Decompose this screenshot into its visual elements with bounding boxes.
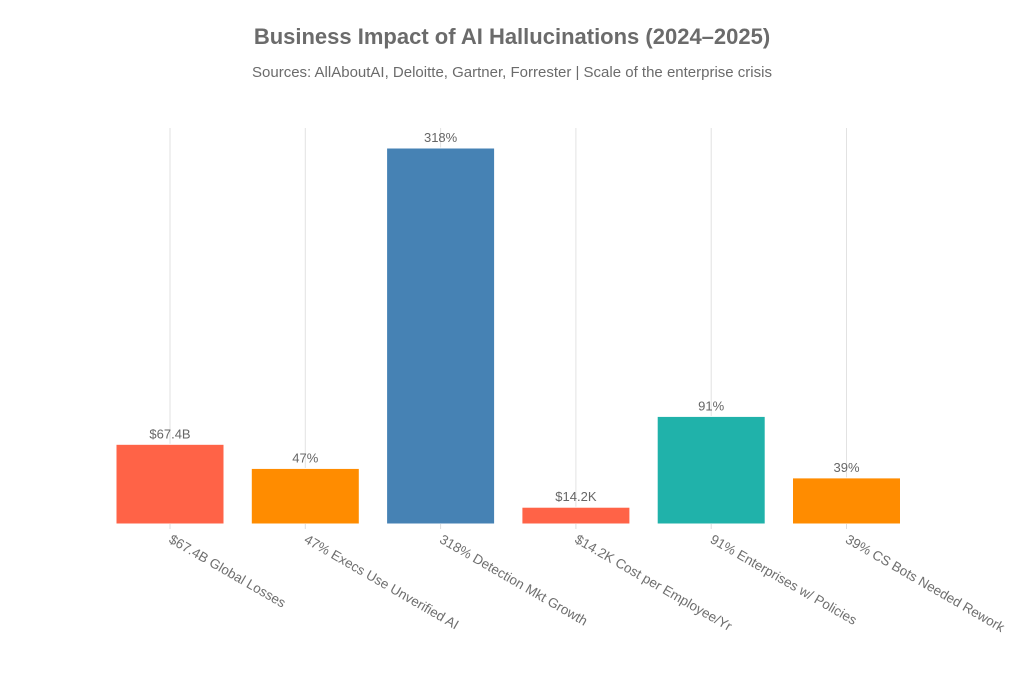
bar bbox=[386, 147, 496, 525]
data-label: 318% bbox=[424, 130, 458, 145]
data-label: 39% bbox=[833, 460, 859, 475]
data-label: $67.4B bbox=[149, 426, 190, 441]
x-tick-label: $67.4B Global Losses bbox=[167, 532, 289, 611]
bar bbox=[792, 477, 901, 525]
bar bbox=[115, 443, 225, 525]
data-label: 91% bbox=[698, 398, 724, 413]
chart-title: Business Impact of AI Hallucinations (20… bbox=[253, 24, 771, 49]
data-label: 47% bbox=[292, 450, 318, 465]
x-tick-label: 39% CS Bots Needed Rework bbox=[843, 532, 1007, 636]
x-tick-label: 91% Enterprises w/ Policies bbox=[708, 532, 860, 628]
bar bbox=[521, 506, 631, 525]
x-tick-label: 318% Detection Mkt Growth bbox=[437, 532, 590, 629]
chart-subtitle: Sources: AllAboutAI, Deloitte, Gartner, … bbox=[252, 64, 772, 81]
data-label: $14.2K bbox=[555, 489, 597, 504]
bar bbox=[250, 467, 360, 525]
x-tick-label: 47% Execs Use Unverified AI bbox=[302, 532, 462, 633]
x-tick-label: $14.2K Cost per Employee/Yr bbox=[572, 532, 735, 635]
bar bbox=[656, 415, 766, 525]
